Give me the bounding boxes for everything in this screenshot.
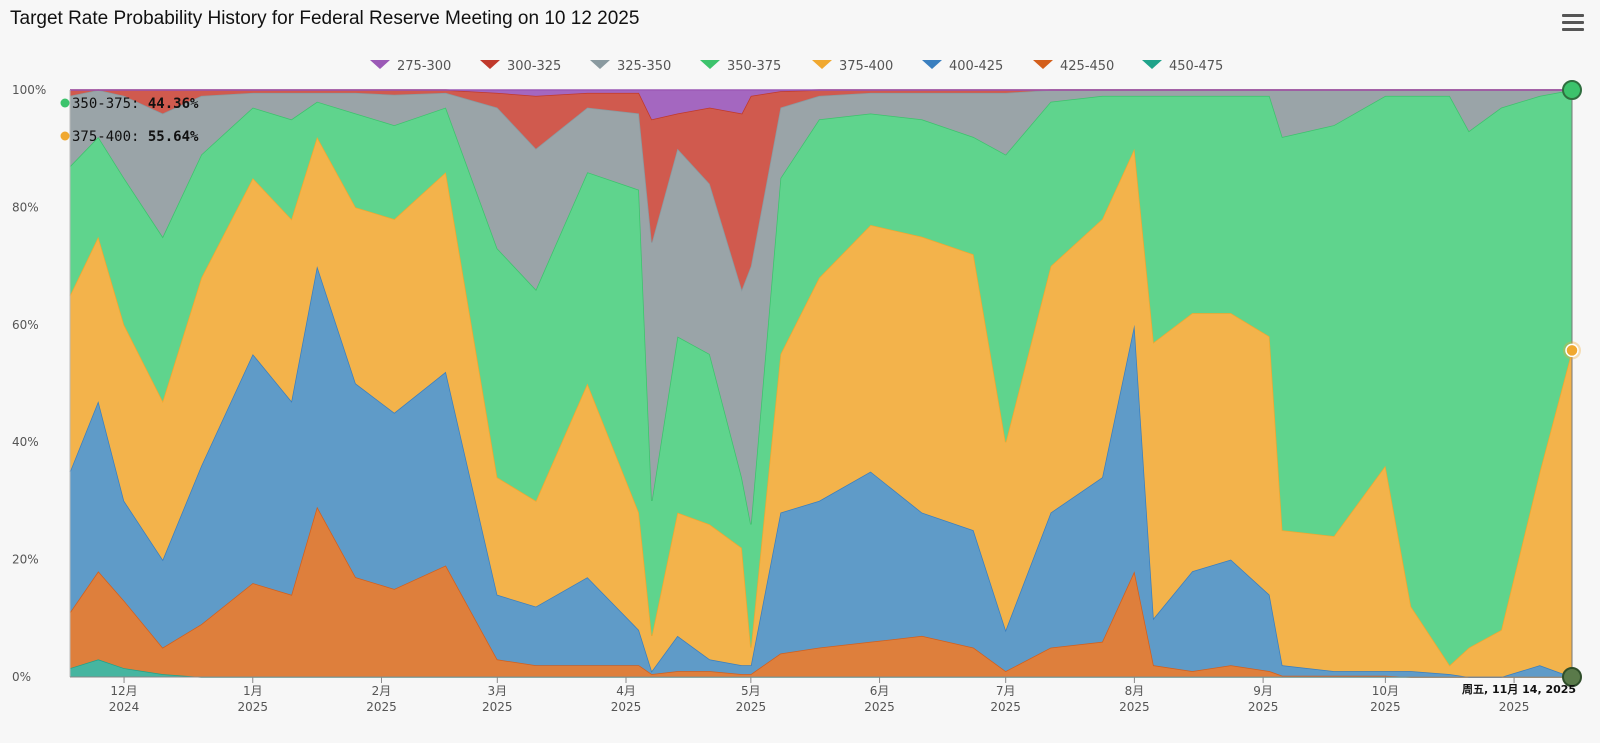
legend-item-300-325[interactable]: 300-325 [480, 59, 561, 74]
legend-item-325-350[interactable]: 325-350 [590, 59, 671, 74]
legend-label: 425-450 [1060, 59, 1114, 74]
legend-item-350-375[interactable]: 350-375 [700, 59, 781, 74]
y-tick-label: 80% [12, 200, 39, 214]
area-series-325-350 [70, 90, 1572, 525]
legend-label: 450-475 [1169, 59, 1223, 74]
x-tick-label: 4月 [616, 684, 636, 698]
x-tick-label: 6月 [870, 684, 890, 698]
legend-label: 275-300 [397, 59, 451, 74]
x-tick-year-label: 2025 [1499, 700, 1530, 714]
y-tick-label: 100% [12, 83, 46, 97]
legend-marker-icon [590, 60, 610, 69]
hover-point-375-400[interactable] [1565, 343, 1579, 358]
tooltip-entry: 375-400: 55.64% [72, 129, 199, 145]
legend-marker-icon [480, 60, 500, 69]
tooltip-series-value: 55.64% [148, 129, 199, 145]
tooltip-series-value: 44.36% [148, 96, 199, 112]
area-series-375-400 [70, 137, 1572, 677]
x-tick-year-label: 2025 [366, 700, 397, 714]
legend-item-450-475[interactable]: 450-475 [1142, 59, 1223, 74]
x-tick-year-label: 2025 [990, 700, 1021, 714]
legend-marker-icon [1142, 60, 1162, 69]
x-tick-label: 8月 [1125, 684, 1145, 698]
x-tick-label: 1月 [243, 684, 263, 698]
x-tick-year-label: 2025 [482, 700, 513, 714]
x-tick-year-label: 2025 [1248, 700, 1279, 714]
x-tick-year-label: 2025 [864, 700, 895, 714]
y-tick-label: 60% [12, 318, 39, 332]
x-tick-label: 5月 [741, 684, 761, 698]
area-series-350-375 [70, 90, 1572, 666]
y-tick-label: 0% [12, 670, 31, 684]
x-tick-label: 10月 [1372, 684, 1399, 698]
x-tick-year-label: 2024 [109, 700, 140, 714]
tooltip-dot-icon [60, 131, 70, 141]
legend-item-375-400[interactable]: 375-400 [812, 59, 893, 74]
y-tick-label: 40% [12, 435, 39, 449]
x-tick-label: 9月 [1253, 684, 1273, 698]
hover-point-350-375[interactable] [1562, 80, 1582, 100]
legend-label: 325-350 [617, 59, 671, 74]
x-tick-label: 12月 [110, 684, 137, 698]
legend-label: 300-325 [507, 59, 561, 74]
legend-marker-icon [370, 60, 390, 69]
legend-label: 375-400 [839, 59, 893, 74]
area-series-400-425 [70, 266, 1572, 677]
x-tick-label: 3月 [487, 684, 507, 698]
legend-label: 350-375 [727, 59, 781, 74]
legend-marker-icon [922, 60, 942, 69]
legend-marker-icon [700, 60, 720, 69]
x-tick-year-label: 2025 [1119, 700, 1150, 714]
area-series-425-450 [70, 506, 1572, 677]
tooltip-series-name: 350-375: [72, 96, 148, 112]
legend-item-425-450[interactable]: 425-450 [1033, 59, 1114, 74]
legend-marker-icon [1033, 60, 1053, 69]
legend-item-400-425[interactable]: 400-425 [922, 59, 1003, 74]
x-tick-label: 2月 [372, 684, 392, 698]
x-tick-year-label: 2025 [611, 700, 642, 714]
legend-marker-icon [812, 60, 832, 69]
x-tick-year-label: 2025 [1370, 700, 1401, 714]
x-tick-year-label: 2025 [237, 700, 268, 714]
hamburger-menu-icon[interactable] [1562, 14, 1584, 34]
x-tick-label: 7月 [996, 684, 1016, 698]
tooltip-series-name: 375-400: [72, 129, 148, 145]
tooltip-entry: 350-375: 44.36% [72, 96, 199, 112]
chart-title: Target Rate Probability History for Fede… [10, 8, 640, 29]
y-tick-label: 20% [12, 553, 39, 567]
x-tick-year-label: 2025 [736, 700, 767, 714]
legend-label: 400-425 [949, 59, 1003, 74]
hover-date-label: 周五, 11月 14, 2025 [1462, 683, 1576, 696]
legend-item-275-300[interactable]: 275-300 [370, 59, 451, 74]
hover-point-bottom[interactable] [1562, 667, 1582, 687]
tooltip-dot-icon [60, 98, 70, 108]
